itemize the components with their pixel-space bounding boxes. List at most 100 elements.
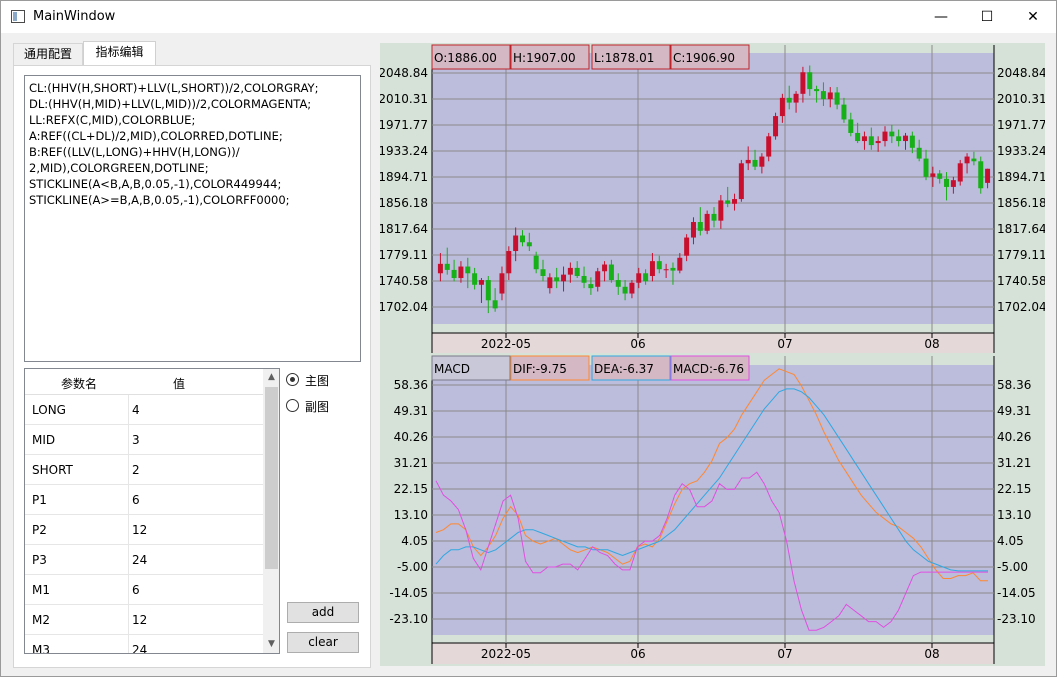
y-tick-label-left: 1740.58 — [380, 274, 428, 288]
param-row[interactable]: SHORT 2 — [25, 455, 263, 485]
tab-general-config[interactable]: 通用配置 — [13, 43, 83, 66]
candle-body — [533, 255, 539, 270]
candle-body — [451, 269, 457, 279]
radio-sub-chart[interactable] — [286, 399, 299, 412]
candle-body — [971, 158, 977, 162]
header-param-name[interactable]: 参数名 — [61, 377, 98, 391]
param-name-cell[interactable]: P1 — [32, 493, 47, 507]
x-tick-label: 2022-05 — [481, 337, 531, 351]
header-param-value[interactable]: 值 — [173, 377, 186, 391]
scrollbar-thumb[interactable] — [265, 387, 278, 569]
candle-body — [978, 161, 984, 189]
candle-body — [786, 97, 792, 103]
param-name-cell[interactable]: P2 — [32, 523, 47, 537]
param-row[interactable]: MID 3 — [25, 425, 263, 455]
candle-body — [629, 282, 635, 294]
candle-body — [615, 280, 621, 287]
param-value-cell[interactable]: 12 — [132, 523, 148, 537]
tab-indicator-edit[interactable]: 指标编辑 — [83, 41, 156, 67]
candle-body — [670, 267, 676, 271]
title-bar[interactable]: MainWindow — ☐ ✕ — [1, 1, 1056, 33]
radio-main-chart[interactable] — [286, 373, 299, 386]
candle-body — [896, 136, 902, 142]
candle-body — [868, 136, 874, 146]
param-name-cell[interactable]: M2 — [32, 613, 50, 627]
candle-body — [711, 213, 717, 221]
param-row[interactable]: P2 12 — [25, 515, 263, 545]
header-value: MACD — [434, 362, 470, 376]
header-value: DEA:-6.37 — [594, 362, 654, 376]
add-button[interactable]: add — [287, 602, 359, 623]
candle-body — [909, 135, 915, 148]
candle-body — [458, 266, 464, 279]
y-tick-label-right: 13.10 — [997, 508, 1031, 522]
candle-body — [643, 273, 649, 282]
param-name-cell[interactable]: MID — [32, 433, 56, 447]
param-row[interactable]: M3 24 — [25, 635, 263, 654]
y-tick-label-left: -23.10 — [389, 612, 428, 626]
candle-body — [759, 156, 765, 167]
param-name-cell[interactable]: M3 — [32, 643, 50, 654]
candle-body — [916, 147, 922, 159]
maximize-button[interactable]: ☐ — [980, 9, 994, 25]
plot-area — [432, 365, 994, 635]
param-row[interactable]: LONG 4 — [25, 395, 263, 425]
header-value: MACD:-6.76 — [673, 362, 744, 376]
candle-body — [513, 235, 519, 252]
param-name-cell[interactable]: SHORT — [32, 463, 73, 477]
candle-body — [957, 163, 963, 182]
param-value-cell[interactable]: 6 — [132, 583, 140, 597]
close-button[interactable]: ✕ — [1027, 9, 1039, 25]
param-value-cell[interactable]: 4 — [132, 403, 140, 417]
scroll-up-icon[interactable]: ▲ — [268, 372, 275, 382]
y-tick-label-right: 1740.58 — [997, 274, 1045, 288]
param-value-cell[interactable]: 6 — [132, 493, 140, 507]
radio-main-chart-label[interactable]: 主图 — [305, 374, 330, 388]
x-axis-strip — [432, 333, 994, 353]
param-name-cell[interactable]: P3 — [32, 553, 47, 567]
param-value-cell[interactable]: 24 — [132, 643, 148, 654]
candle-body — [602, 264, 608, 272]
candle-body — [985, 168, 991, 183]
y-tick-label-left: -5.00 — [397, 560, 428, 574]
candle-body — [608, 264, 614, 281]
candle-body — [923, 158, 929, 177]
candle-body — [950, 180, 956, 187]
param-name-cell[interactable]: LONG — [32, 403, 66, 417]
param-name-cell[interactable]: M1 — [32, 583, 50, 597]
param-value-cell[interactable]: 24 — [132, 553, 148, 567]
param-value-cell[interactable]: 3 — [132, 433, 140, 447]
param-row[interactable]: M2 12 — [25, 605, 263, 635]
cell-divider — [128, 395, 129, 425]
formula-editor[interactable]: CL:(HHV(H,SHORT)+LLV(L,SHORT))/2,COLORGR… — [24, 75, 361, 362]
clear-button[interactable]: clear — [287, 632, 359, 653]
stock-chart[interactable]: 2048.84 2048.84 2010.31 2010.31 1971.77 1971.… — [380, 43, 1045, 666]
y-tick-label-left: 4.05 — [401, 534, 428, 548]
candle-body — [588, 284, 594, 289]
header-value: C:1906.90 — [673, 51, 735, 65]
param-table-scrollbar[interactable]: ▲ ▼ — [263, 369, 279, 653]
candle-body — [964, 156, 970, 164]
candle-body — [499, 273, 505, 294]
candle-body — [663, 269, 669, 271]
minimize-button[interactable]: — — [934, 9, 948, 25]
header-box — [670, 355, 750, 381]
param-value-cell[interactable]: 12 — [132, 613, 148, 627]
radio-sub-chart-label[interactable]: 副图 — [305, 400, 330, 414]
y-tick-label-left: 13.10 — [394, 508, 428, 522]
param-value-cell[interactable]: 2 — [132, 463, 140, 477]
header-value: DIF:-9.75 — [513, 362, 567, 376]
param-row[interactable]: P1 6 — [25, 485, 263, 515]
series-line-macd — [435, 471, 988, 631]
scroll-down-icon[interactable]: ▼ — [268, 639, 275, 649]
candle-body — [861, 136, 867, 142]
x-tick-label: 06 — [630, 647, 645, 661]
param-row[interactable]: M1 6 — [25, 575, 263, 605]
candle-body — [704, 213, 710, 231]
indicator-edit-panel: CL:(HHV(H,SHORT)+LLV(L,SHORT))/2,COLORGR… — [13, 65, 371, 668]
param-row[interactable]: P3 24 — [25, 545, 263, 575]
candle-body — [752, 159, 758, 167]
y-tick-label-left: -14.05 — [389, 586, 428, 600]
param-table-header: 参数名 值 — [25, 369, 263, 395]
